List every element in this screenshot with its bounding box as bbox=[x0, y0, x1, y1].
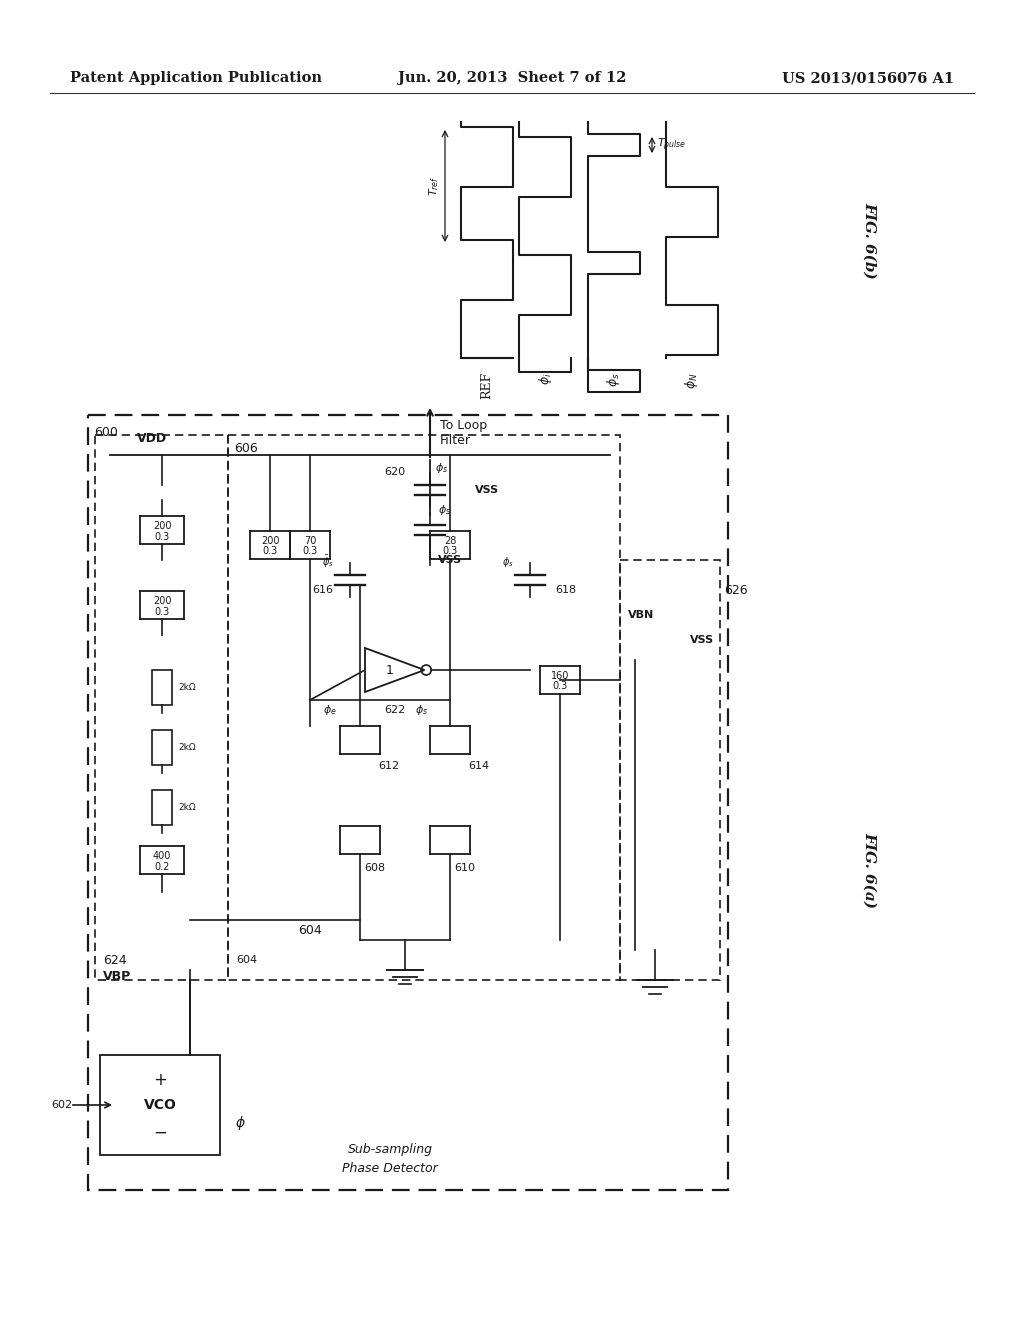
Text: $\phi_i$: $\phi_i$ bbox=[537, 372, 554, 384]
Text: 200: 200 bbox=[153, 597, 171, 606]
Text: $\phi_N$: $\phi_N$ bbox=[683, 372, 700, 388]
Text: 0.3: 0.3 bbox=[155, 607, 170, 616]
Bar bbox=[100, 1055, 220, 1155]
Text: $\phi_s$: $\phi_s$ bbox=[438, 503, 452, 517]
Text: VSS: VSS bbox=[475, 484, 499, 495]
Text: 612: 612 bbox=[378, 762, 399, 771]
Text: To Loop: To Loop bbox=[440, 418, 487, 432]
Text: 70: 70 bbox=[304, 536, 316, 546]
Bar bbox=[95, 436, 228, 979]
Text: 618: 618 bbox=[555, 585, 577, 595]
Text: VSS: VSS bbox=[690, 635, 714, 645]
Text: $\phi_s$: $\phi_s$ bbox=[416, 704, 429, 717]
Text: 614: 614 bbox=[468, 762, 489, 771]
Text: Phase Detector: Phase Detector bbox=[342, 1162, 438, 1175]
Text: VBP: VBP bbox=[103, 969, 131, 982]
Text: 620: 620 bbox=[384, 467, 406, 477]
Text: VDD: VDD bbox=[137, 432, 167, 445]
Text: VSS: VSS bbox=[438, 554, 462, 565]
Polygon shape bbox=[365, 648, 425, 692]
Text: $\phi_s$: $\phi_s$ bbox=[605, 372, 623, 387]
Text: 400: 400 bbox=[153, 851, 171, 861]
Text: 624: 624 bbox=[103, 953, 127, 966]
Text: FIG. 6(a): FIG. 6(a) bbox=[863, 832, 877, 908]
Text: 0.3: 0.3 bbox=[552, 681, 567, 690]
Text: 0.3: 0.3 bbox=[442, 546, 458, 556]
Text: 200: 200 bbox=[153, 521, 171, 531]
Text: VCO: VCO bbox=[143, 1098, 176, 1111]
Text: 1: 1 bbox=[386, 664, 393, 676]
Text: 0.3: 0.3 bbox=[155, 532, 170, 543]
Text: −: − bbox=[153, 1125, 167, 1142]
Text: $\phi$: $\phi$ bbox=[234, 1114, 246, 1133]
Text: Filter: Filter bbox=[440, 434, 471, 447]
Text: 600: 600 bbox=[94, 426, 118, 440]
Text: +: + bbox=[153, 1071, 167, 1089]
Text: VBN: VBN bbox=[628, 610, 654, 620]
Bar bbox=[620, 560, 720, 979]
Text: Jun. 20, 2013  Sheet 7 of 12: Jun. 20, 2013 Sheet 7 of 12 bbox=[397, 71, 627, 84]
Text: 610: 610 bbox=[454, 863, 475, 873]
Text: 160: 160 bbox=[551, 671, 569, 681]
Text: 2kΩ: 2kΩ bbox=[178, 742, 196, 751]
Bar bbox=[88, 414, 728, 1191]
Text: US 2013/0156076 A1: US 2013/0156076 A1 bbox=[782, 71, 954, 84]
Text: 28: 28 bbox=[443, 536, 456, 546]
Text: $T_{pulse}$: $T_{pulse}$ bbox=[657, 137, 686, 153]
Text: $\phi_s$: $\phi_s$ bbox=[435, 461, 449, 475]
Text: 602: 602 bbox=[51, 1100, 72, 1110]
Bar bbox=[152, 789, 172, 825]
Text: 604: 604 bbox=[236, 954, 257, 965]
Text: 0.2: 0.2 bbox=[155, 862, 170, 873]
Text: 608: 608 bbox=[364, 863, 385, 873]
Bar bbox=[152, 671, 172, 705]
Text: $\phi_s$: $\phi_s$ bbox=[502, 554, 514, 569]
Text: $\bar{\phi}_s$: $\bar{\phi}_s$ bbox=[322, 554, 334, 570]
Text: Sub-sampling: Sub-sampling bbox=[347, 1143, 432, 1156]
Text: 0.3: 0.3 bbox=[262, 546, 278, 556]
Text: Patent Application Publication: Patent Application Publication bbox=[70, 71, 322, 84]
Text: 2kΩ: 2kΩ bbox=[178, 682, 196, 692]
Text: 622: 622 bbox=[384, 705, 406, 715]
Text: FIG. 6(b): FIG. 6(b) bbox=[863, 202, 877, 279]
Text: 626: 626 bbox=[724, 583, 748, 597]
Text: 2kΩ: 2kΩ bbox=[178, 803, 196, 812]
Text: REF: REF bbox=[480, 372, 494, 399]
Text: $T_{ref}$: $T_{ref}$ bbox=[427, 176, 441, 197]
Text: $\phi_e$: $\phi_e$ bbox=[324, 704, 337, 717]
Bar bbox=[228, 436, 620, 979]
Text: 0.3: 0.3 bbox=[302, 546, 317, 556]
Bar bbox=[152, 730, 172, 766]
Text: 200: 200 bbox=[261, 536, 280, 546]
Text: 606: 606 bbox=[234, 442, 258, 455]
Text: 604: 604 bbox=[298, 924, 322, 936]
Text: 616: 616 bbox=[312, 585, 333, 595]
